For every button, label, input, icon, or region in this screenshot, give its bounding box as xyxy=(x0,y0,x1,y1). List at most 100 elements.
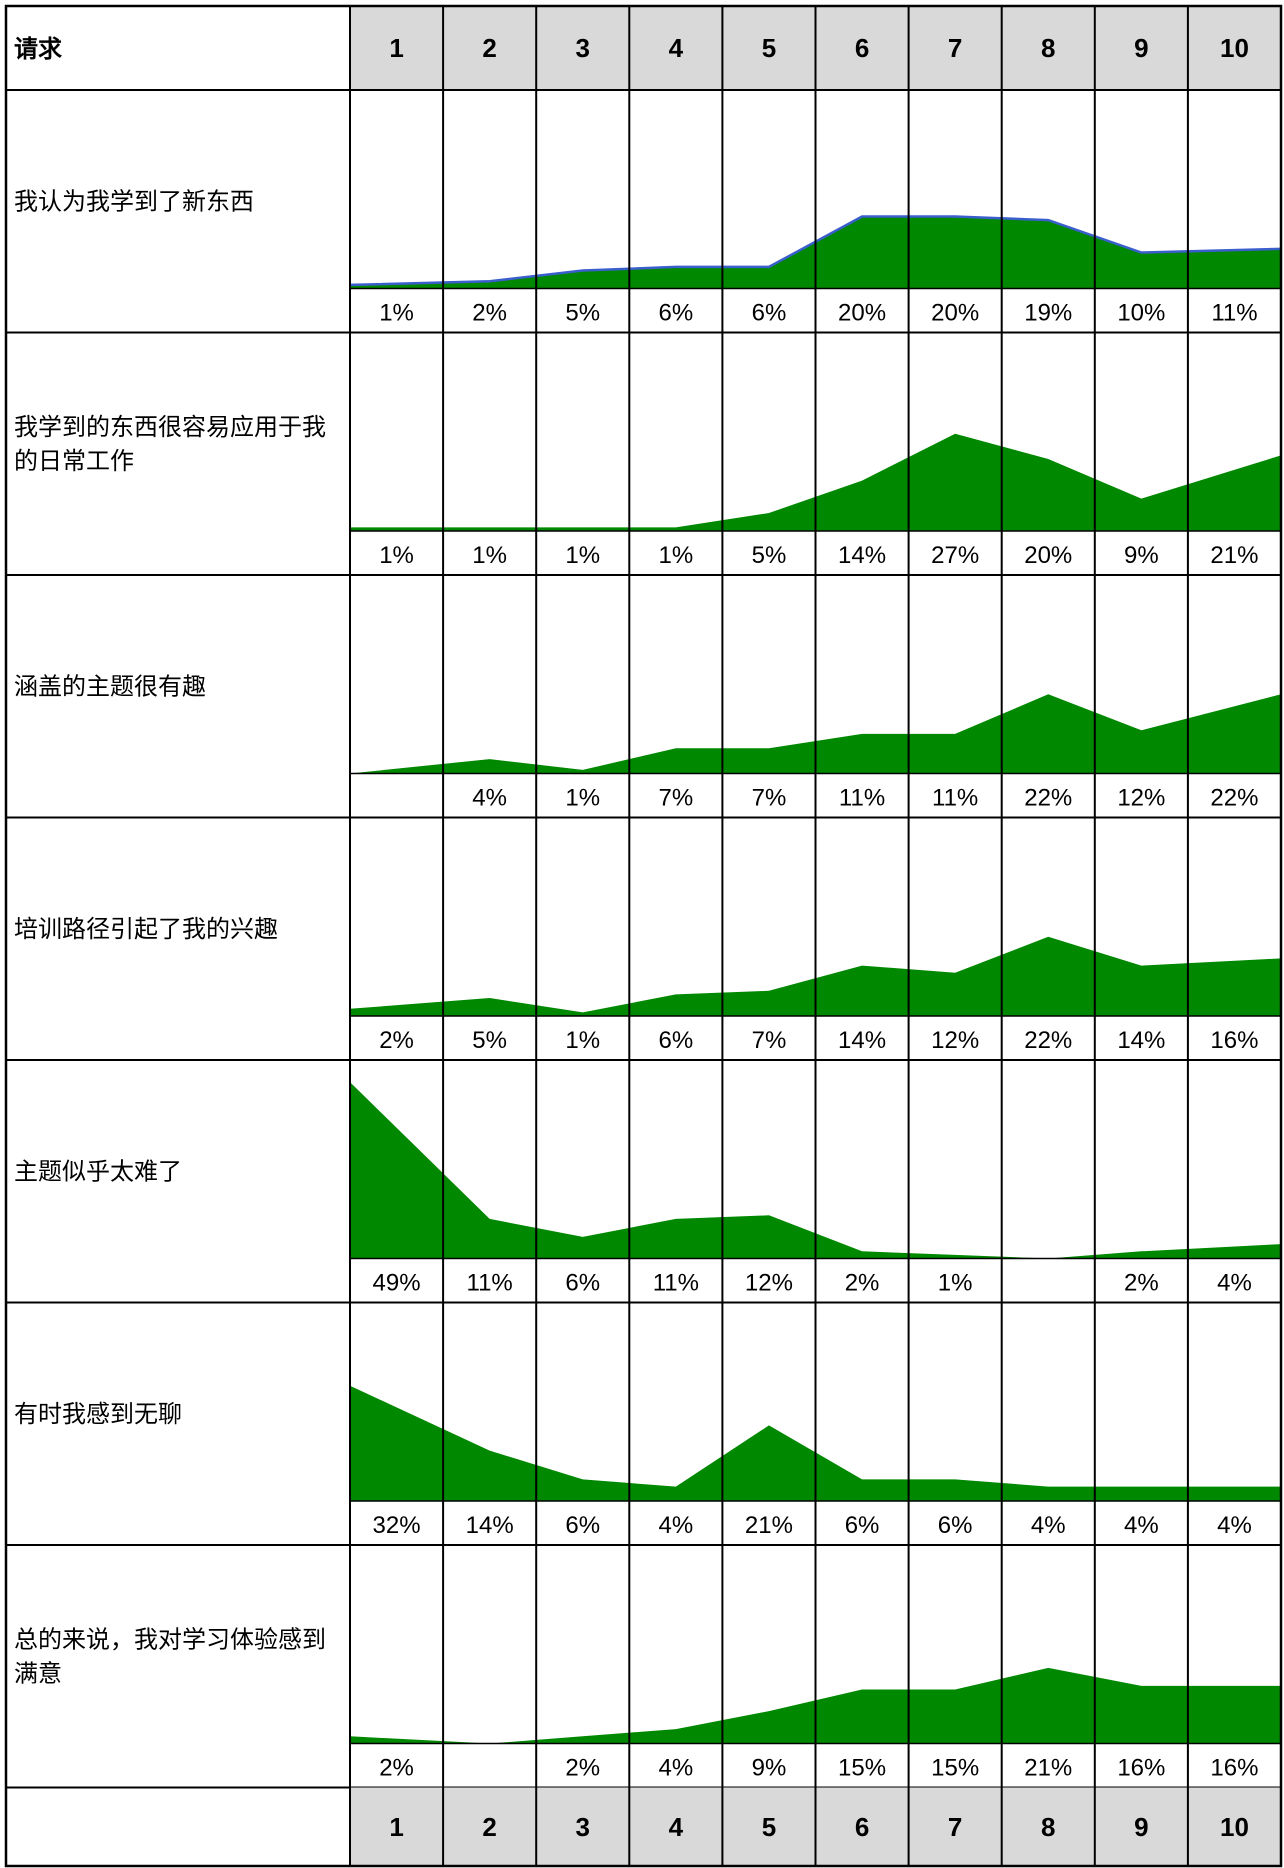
data-label: 4% xyxy=(659,1755,694,1782)
data-label: 27% xyxy=(931,542,979,569)
header-score-6: 6 xyxy=(855,33,869,63)
data-label: 6% xyxy=(659,300,694,327)
data-label: 1% xyxy=(565,542,600,569)
footer-score-10: 10 xyxy=(1220,1812,1249,1842)
data-label: 5% xyxy=(752,542,787,569)
data-label: 2% xyxy=(379,1755,414,1782)
row-label: 有时我感到无聊 xyxy=(14,1401,182,1428)
data-label: 21% xyxy=(1210,542,1258,569)
area-series xyxy=(350,433,1281,531)
data-label: 6% xyxy=(659,1027,694,1054)
data-label: 6% xyxy=(752,300,787,327)
footer-score-6: 6 xyxy=(855,1812,869,1842)
data-label: 4% xyxy=(1217,1512,1252,1539)
data-label: 12% xyxy=(1117,785,1165,812)
header-score-5: 5 xyxy=(762,33,776,63)
data-label: 7% xyxy=(752,785,787,812)
header-score-4: 4 xyxy=(669,33,684,63)
data-label: 11% xyxy=(467,1270,513,1297)
data-label: 15% xyxy=(838,1755,886,1782)
data-label: 14% xyxy=(1117,1027,1165,1054)
data-label: 7% xyxy=(752,1027,787,1054)
header-score-2: 2 xyxy=(482,33,496,63)
data-label: 1% xyxy=(472,542,507,569)
data-label: 2% xyxy=(379,1027,414,1054)
data-label: 6% xyxy=(845,1512,880,1539)
data-label: 49% xyxy=(373,1270,421,1297)
row-label: 涵盖的主题很有趣 xyxy=(14,673,206,700)
area-series xyxy=(350,694,1281,774)
row-label: 培训路径引起了我的兴趣 xyxy=(14,916,278,943)
data-label: 12% xyxy=(931,1027,979,1054)
footer-score-4: 4 xyxy=(669,1812,684,1842)
data-label: 4% xyxy=(1031,1512,1066,1539)
header-score-9: 9 xyxy=(1134,33,1148,63)
data-label: 4% xyxy=(1217,1270,1252,1297)
data-label: 19% xyxy=(1024,300,1072,327)
data-label: 1% xyxy=(938,1270,973,1297)
data-label: 4% xyxy=(472,785,507,812)
data-label: 11% xyxy=(839,785,885,812)
data-label: 14% xyxy=(838,542,886,569)
data-label: 2% xyxy=(472,300,507,327)
data-label: 6% xyxy=(938,1512,973,1539)
row-label: 总的来说，我对学习体验感到满意 xyxy=(14,1626,326,1687)
data-label: 14% xyxy=(838,1027,886,1054)
data-label: 9% xyxy=(752,1755,787,1782)
data-label: 6% xyxy=(565,1512,600,1539)
data-label: 7% xyxy=(659,785,694,812)
data-label: 1% xyxy=(379,300,414,327)
data-label: 9% xyxy=(1124,542,1159,569)
data-label: 10% xyxy=(1117,300,1165,327)
header-score-7: 7 xyxy=(948,33,962,63)
survey-row: 总的来说，我对学习体验感到满意 2% 2% 4% 9% 15% 15% 21% 16% 16% xyxy=(6,1626,1281,1789)
data-label: 12% xyxy=(745,1270,793,1297)
data-label: 14% xyxy=(466,1512,514,1539)
table-border xyxy=(4,4,1283,1868)
data-label: 4% xyxy=(659,1512,694,1539)
header-label: 请求 xyxy=(14,36,62,63)
data-label: 16% xyxy=(1210,1027,1258,1054)
footer-score-5: 5 xyxy=(762,1812,776,1842)
survey-row: 有时我感到无聊 32% 14% 6% 4% 21% 6% 6% 4% 4% 4% xyxy=(6,1385,1281,1546)
data-label: 22% xyxy=(1024,1027,1072,1054)
data-label: 4% xyxy=(1124,1512,1159,1539)
data-label: 32% xyxy=(373,1512,421,1539)
data-label: 16% xyxy=(1117,1755,1165,1782)
row-label: 我认为我学到了新东西 xyxy=(14,188,254,215)
data-label: 16% xyxy=(1210,1755,1258,1782)
survey-row: 我学到的东西很容易应用于我的日常工作 1% 1% 1% 1% 5% 14% 27% 20% 9% 2… xyxy=(6,414,1281,576)
data-label: 20% xyxy=(931,300,979,327)
data-label: 11% xyxy=(653,1270,699,1297)
data-label: 15% xyxy=(931,1755,979,1782)
footer-score-8: 8 xyxy=(1041,1812,1055,1842)
area-series xyxy=(350,936,1281,1016)
data-label: 2% xyxy=(1124,1270,1159,1297)
data-label: 1% xyxy=(565,785,600,812)
survey-row: 我认为我学到了新东西 1% 2% 5% 6% 6% 20% 20% 19% 10% 11% xyxy=(6,188,1282,334)
data-label: 1% xyxy=(659,542,694,569)
header-score-10: 10 xyxy=(1220,33,1249,63)
footer-score-1: 1 xyxy=(389,1812,403,1842)
data-label: 22% xyxy=(1024,785,1072,812)
data-label: 5% xyxy=(565,300,600,327)
data-label: 21% xyxy=(745,1512,793,1539)
data-label: 20% xyxy=(838,300,886,327)
data-label: 20% xyxy=(1024,542,1072,569)
row-label: 我学到的东西很容易应用于我的日常工作 xyxy=(14,414,326,475)
footer-score-7: 7 xyxy=(948,1812,962,1842)
data-label: 6% xyxy=(565,1270,600,1297)
footer-score-9: 9 xyxy=(1134,1812,1148,1842)
header-score-8: 8 xyxy=(1041,33,1055,63)
header-score-3: 3 xyxy=(576,33,590,63)
survey-row: 主题似乎太难了 49% 11% 6% 11% 12% 2% 1% 2% 4% xyxy=(6,1082,1281,1304)
data-label: 11% xyxy=(932,785,978,812)
data-label: 1% xyxy=(565,1027,600,1054)
footer-score-3: 3 xyxy=(576,1812,590,1842)
data-label: 22% xyxy=(1210,785,1258,812)
data-label: 21% xyxy=(1024,1755,1072,1782)
row-label: 主题似乎太难了 xyxy=(14,1158,182,1185)
data-label: 2% xyxy=(565,1755,600,1782)
